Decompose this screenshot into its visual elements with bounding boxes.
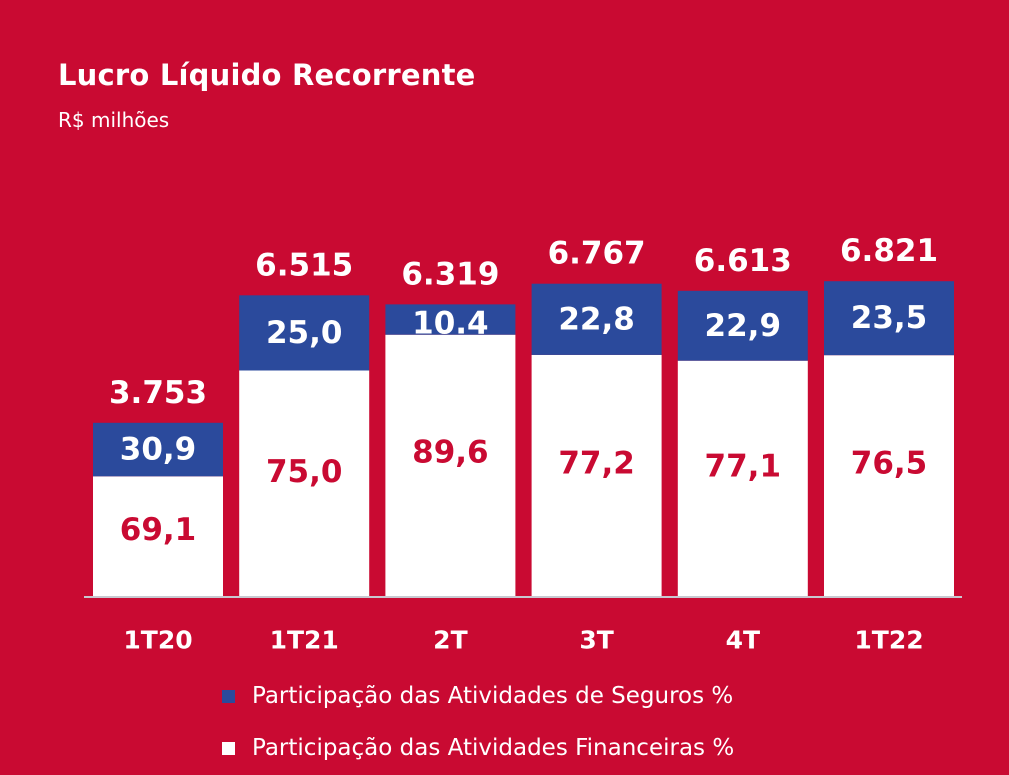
financeiras-label-3T: 77,2 (558, 445, 635, 481)
bars-group (93, 281, 954, 596)
x-tick-label-2T: 2T (433, 626, 467, 655)
legend: Participação das Atividades de Seguros %… (222, 676, 734, 768)
financeiras-label-1T21: 75,0 (266, 454, 343, 490)
total-label-2T: 6.319 (401, 256, 499, 292)
bar-seguros-1T20 (93, 422, 223, 477)
x-tick-label-4T: 4T (726, 626, 760, 655)
x-tick-label-1T21: 1T21 (270, 626, 339, 655)
labels-group: 3.753 30,9 69,1 1T20 6.515 25,0 75,0 1T21 6.319 1… (109, 233, 938, 654)
financeiras-label-1T22: 76,5 (851, 446, 928, 482)
financeiras-label-4T: 77,1 (705, 449, 782, 485)
bar-financeiras-2T (385, 334, 516, 596)
legend-swatch-financeiras (222, 741, 235, 755)
financeiras-label-2T: 89,6 (412, 434, 489, 470)
seguros-label-2T: 10.4 (412, 306, 489, 342)
seguros-label-1T22: 23,5 (851, 300, 928, 336)
seguros-label-1T21: 25,0 (266, 315, 343, 351)
bar-seguros-1T22 (824, 281, 954, 356)
total-label-3T: 6.767 (548, 236, 646, 272)
seguros-label-1T20: 30,9 (120, 432, 197, 468)
bar-seguros-1T21 (239, 295, 370, 371)
chart-subtitle: R$ milhões (58, 108, 170, 132)
legend-item-seguros: Participação das Atividades de Seguros % (222, 676, 734, 716)
total-label-1T21: 6.515 (255, 247, 353, 283)
financeiras-label-1T20: 69,1 (120, 512, 197, 548)
bar-financeiras-1T20 (93, 476, 223, 596)
x-tick-label-3T: 3T (579, 626, 613, 655)
x-tick-label-1T22: 1T22 (854, 626, 923, 655)
chart-title: Lucro Líquido Recorrente (58, 58, 476, 92)
seguros-label-3T: 22,8 (558, 301, 635, 337)
legend-item-financeiras: Participação das Atividades Financeiras … (222, 728, 734, 768)
legend-label-seguros: Participação das Atividades de Seguros % (252, 683, 734, 709)
bar-financeiras-1T22 (824, 355, 954, 596)
x-tick-label-1T20: 1T20 (123, 626, 192, 655)
total-label-1T22: 6.821 (840, 233, 938, 269)
total-label-4T: 6.613 (694, 243, 792, 279)
bar-seguros-4T (677, 290, 808, 361)
bar-financeiras-4T (677, 360, 808, 596)
bar-seguros-3T (531, 283, 662, 355)
bar-seguros-2T (385, 304, 516, 335)
seguros-label-4T: 22,9 (705, 308, 782, 344)
legend-swatch-seguros (222, 689, 235, 703)
legend-label-financeiras: Participação das Atividades Financeiras … (252, 735, 735, 761)
bar-financeiras-1T21 (239, 370, 370, 596)
total-label-1T20: 3.753 (109, 375, 207, 411)
bar-financeiras-3T (531, 354, 662, 596)
